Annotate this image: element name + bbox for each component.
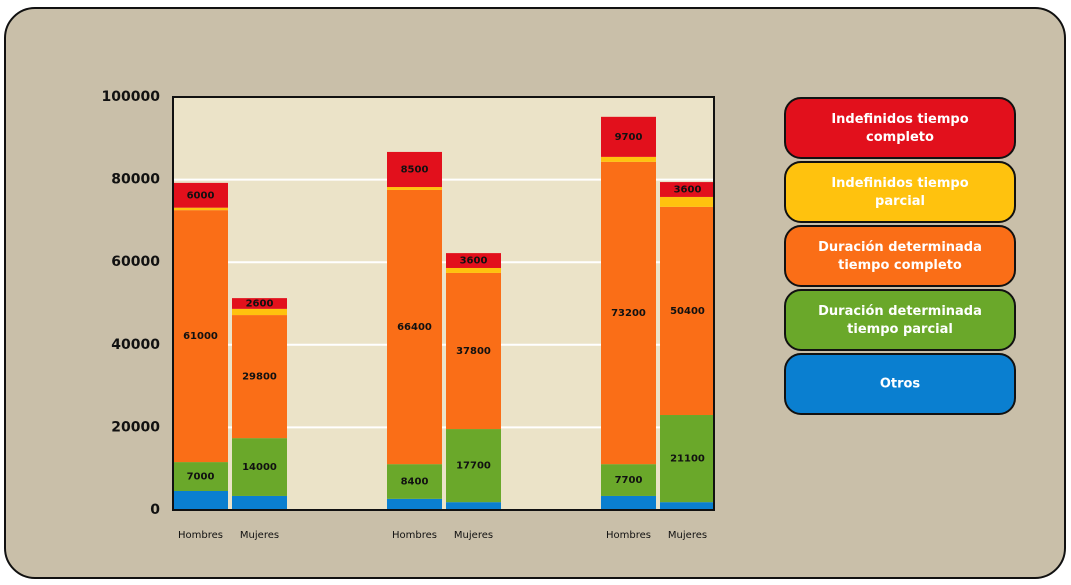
legend-label: Indefinidos tiempo parcial bbox=[831, 176, 968, 209]
legend-label: Indefinidos tiempo completo bbox=[831, 112, 968, 145]
y-tick-label: 20000 bbox=[111, 419, 160, 435]
value-label: 2600 bbox=[246, 299, 274, 310]
value-label: 66400 bbox=[397, 322, 432, 333]
y-tick-label: 100000 bbox=[102, 89, 161, 105]
bar-segment bbox=[601, 156, 656, 162]
bar-segment bbox=[446, 272, 501, 430]
bar-segment bbox=[387, 187, 442, 190]
legend-box bbox=[784, 225, 1016, 287]
value-label: 3600 bbox=[460, 256, 488, 267]
plot-border bbox=[172, 96, 715, 511]
value-label: 7700 bbox=[615, 475, 643, 486]
x-tick-label: Mujeres bbox=[454, 530, 493, 541]
legend-box bbox=[784, 353, 1016, 415]
bar-segment bbox=[173, 462, 228, 492]
value-label: 9700 bbox=[615, 132, 643, 143]
legend-label: Duración determinada tiempo parcial bbox=[818, 304, 982, 337]
bar-segment bbox=[387, 498, 442, 510]
legend-box bbox=[784, 97, 1016, 159]
bar-segment bbox=[232, 495, 287, 510]
value-label: 14000 bbox=[242, 462, 277, 473]
value-label: 21100 bbox=[670, 454, 705, 465]
x-tick-label: Mujeres bbox=[668, 530, 707, 541]
bar-segment bbox=[173, 182, 228, 208]
bar-segment bbox=[232, 298, 287, 309]
value-label: 29800 bbox=[242, 372, 277, 383]
value-label: 61000 bbox=[183, 331, 218, 342]
x-tick-label: Hombres bbox=[178, 530, 223, 541]
bar-segment bbox=[660, 502, 715, 510]
legend-label: Duración determinada tiempo completo bbox=[818, 240, 982, 273]
legend-box bbox=[784, 161, 1016, 223]
y-tick-label: 40000 bbox=[111, 337, 160, 353]
x-tick-label: Hombres bbox=[392, 530, 437, 541]
bar-segment bbox=[173, 491, 228, 510]
bar-segment bbox=[232, 315, 287, 439]
bar-segment bbox=[660, 182, 715, 197]
bar-segment bbox=[601, 161, 656, 465]
bar-segment bbox=[387, 464, 442, 499]
value-label: 17700 bbox=[456, 461, 491, 472]
bar-segment bbox=[601, 464, 656, 496]
value-label: 3600 bbox=[674, 185, 702, 196]
legend-label: Otros bbox=[880, 377, 921, 392]
value-label: 37800 bbox=[456, 346, 491, 357]
bar-segment bbox=[446, 502, 501, 510]
bar-segment bbox=[173, 210, 228, 463]
value-label: 50400 bbox=[670, 306, 705, 317]
bar-segment bbox=[387, 189, 442, 465]
bar-segment bbox=[446, 267, 501, 273]
bar-segment bbox=[232, 308, 287, 316]
bar-segment bbox=[387, 151, 442, 188]
y-tick-label: 60000 bbox=[111, 254, 160, 270]
bar-segment bbox=[446, 253, 501, 268]
bar-segment bbox=[173, 207, 228, 211]
bar-segment bbox=[660, 206, 715, 416]
y-tick-label: 80000 bbox=[111, 172, 160, 188]
bar-segment bbox=[232, 438, 287, 496]
legend-box bbox=[784, 289, 1016, 351]
value-label: 7000 bbox=[187, 472, 215, 483]
value-label: 8500 bbox=[401, 164, 429, 175]
bar-segment bbox=[601, 116, 656, 157]
x-tick-label: Mujeres bbox=[240, 530, 279, 541]
value-label: 73200 bbox=[611, 308, 646, 319]
y-tick-label: 0 bbox=[150, 502, 160, 518]
bar-segment bbox=[660, 415, 715, 503]
bar-segment bbox=[601, 495, 656, 510]
value-label: 8400 bbox=[401, 477, 429, 488]
bar-segment bbox=[446, 429, 501, 503]
bar-segment bbox=[660, 196, 715, 207]
value-label: 6000 bbox=[187, 190, 215, 201]
x-tick-label: Hombres bbox=[606, 530, 651, 541]
